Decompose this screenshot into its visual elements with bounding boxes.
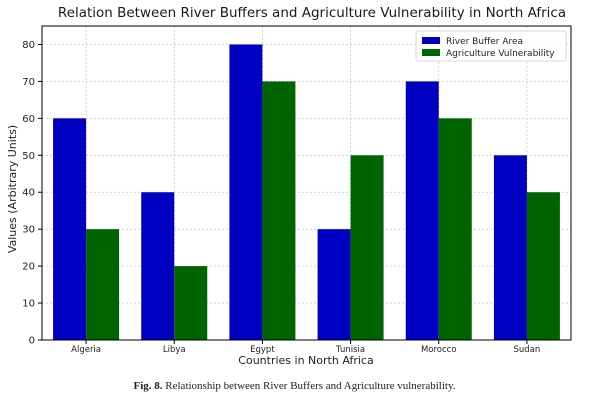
- bar-agri-vulnerability-morocco: [438, 118, 472, 341]
- bar-river-buffer-morocco: [405, 81, 439, 340]
- axes: [41, 25, 572, 341]
- y-tick-label: 60: [22, 114, 35, 125]
- x-tick-label: Egypt: [250, 345, 275, 355]
- figure-caption: Fig. 8. Relationship between River Buffe…: [0, 380, 589, 392]
- y-tick-label: 0: [29, 336, 35, 347]
- bars: [53, 44, 560, 341]
- bar-agri-vulnerability-egypt: [262, 81, 296, 340]
- bar-river-buffer-egypt: [229, 44, 263, 341]
- y-tick-label: 50: [22, 151, 35, 162]
- legend-swatch: [422, 49, 440, 56]
- plot-frame: [41, 25, 572, 341]
- y-tick-label: 30: [22, 225, 35, 236]
- legend-box: [415, 30, 567, 62]
- bar-river-buffer-algeria: [53, 118, 87, 341]
- gridlines: [42, 26, 571, 341]
- y-tick-label: 10: [22, 299, 35, 310]
- legend: River Buffer Area Agriculture Vulnerabili…: [415, 30, 567, 62]
- y-tick-label: 20: [22, 262, 35, 273]
- x-axis-label: Countries in North Africa: [238, 354, 373, 367]
- legend-entry: Agriculture Vulnerability: [446, 49, 555, 59]
- bar-chart: Relation Between River Buffers and Agric…: [6, 5, 572, 367]
- bar-river-buffer-tunisia: [317, 229, 351, 340]
- y-tick-label: 80: [22, 40, 35, 51]
- legend-entry: River Buffer Area: [446, 37, 523, 47]
- caption-text: Relationship between River Buffers and A…: [165, 380, 456, 392]
- x-tick-label: Sudan: [514, 345, 541, 355]
- bar-river-buffer-sudan: [493, 155, 527, 340]
- x-tick-label: Tunisia: [335, 345, 365, 355]
- x-tick-label: Algeria: [71, 345, 101, 355]
- x-tick-label: Morocco: [421, 345, 457, 355]
- x-tick-label: Libya: [163, 345, 186, 355]
- chart-title: Relation Between River Buffers and Agric…: [58, 5, 566, 21]
- tick-labels: 0 10 20 30 40 50 60 70 80 Algeria Libya Egypt Tunisi…: [22, 40, 540, 355]
- bar-river-buffer-libya: [141, 192, 175, 340]
- bar-agri-vulnerability-tunisia: [350, 155, 384, 340]
- y-tick-label: 70: [22, 77, 35, 88]
- y-axis-label: Values (Arbitrary Units): [6, 125, 19, 253]
- bar-agri-vulnerability-algeria: [86, 229, 120, 340]
- caption-label: Fig. 8.: [133, 380, 163, 392]
- legend-swatch: [422, 37, 440, 44]
- y-tick-label: 40: [22, 188, 35, 199]
- bar-agri-vulnerability-libya: [174, 266, 208, 340]
- bar-agri-vulnerability-sudan: [526, 192, 560, 340]
